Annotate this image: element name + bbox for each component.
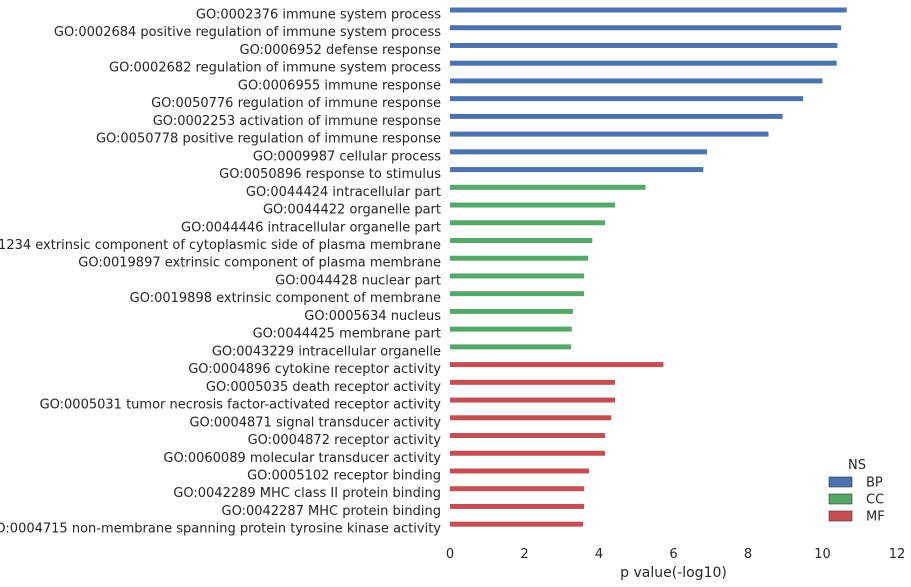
category-label-27: GO:0042289 MHC class II protein binding bbox=[173, 486, 441, 501]
category-label-21: GO:0005035 death receptor activity bbox=[206, 380, 441, 395]
bar-bp-3 bbox=[450, 60, 837, 66]
legend-swatch-cc bbox=[828, 493, 853, 505]
legend-title: NS bbox=[848, 458, 866, 473]
category-label-12: GO:0044446 intracellular organelle part bbox=[181, 220, 441, 235]
category-label-8: GO:0009987 cellular process bbox=[253, 149, 441, 164]
bar-mf-20 bbox=[450, 362, 664, 368]
category-label-11: GO:0044422 organelle part bbox=[263, 203, 441, 218]
category-label-5: GO:0050776 regulation of immune response bbox=[151, 96, 441, 111]
bar-mf-23 bbox=[450, 415, 612, 421]
category-label-20: GO:0004896 cytokine receptor activity bbox=[188, 362, 441, 377]
legend: NS BP CC MF bbox=[828, 458, 885, 525]
bar-mf-29 bbox=[450, 521, 583, 527]
category-label-19: GO:0043229 intracellular organelle bbox=[212, 344, 441, 359]
bar-mf-26 bbox=[450, 468, 589, 474]
category-label-18: GO:0044425 membrane part bbox=[253, 327, 441, 342]
bar-bp-7 bbox=[450, 131, 769, 137]
category-label-28: GO:0042287 MHC protein binding bbox=[222, 504, 442, 519]
bar-bp-1 bbox=[450, 25, 842, 31]
category-label-13: GO:0031234 extrinsic component of cytopl… bbox=[0, 238, 441, 253]
bar-cc-16 bbox=[450, 291, 585, 297]
category-label-2: GO:0006952 defense response bbox=[240, 43, 442, 58]
category-label-23: GO:0004871 signal transducer activity bbox=[189, 415, 441, 430]
bar-mf-24 bbox=[450, 433, 605, 439]
x-tick-label-8: 8 bbox=[744, 547, 752, 562]
bar-mf-21 bbox=[450, 379, 616, 385]
bar-bp-8 bbox=[450, 149, 708, 155]
category-label-3: GO:0002682 regulation of immune system p… bbox=[109, 61, 441, 76]
category-label-29: GO:0004715 non-membrane spanning protein… bbox=[0, 522, 441, 537]
category-label-17: GO:0005634 nucleus bbox=[304, 309, 441, 324]
bar-bp-5 bbox=[450, 96, 804, 102]
category-label-10: GO:0044424 intracellular part bbox=[246, 185, 441, 200]
bars-group bbox=[450, 7, 847, 527]
category-label-25: GO:0060089 molecular transducer activity bbox=[163, 451, 441, 466]
bar-cc-15 bbox=[450, 273, 585, 279]
x-tick-label-6: 6 bbox=[669, 547, 677, 562]
x-tick-label-10: 10 bbox=[814, 547, 831, 562]
category-label-1: GO:0002684 positive regulation of immune… bbox=[54, 25, 441, 40]
bar-cc-18 bbox=[450, 326, 572, 332]
x-tick-label-4: 4 bbox=[595, 547, 603, 562]
category-label-16: GO:0019898 extrinsic component of membra… bbox=[130, 291, 441, 306]
bar-cc-19 bbox=[450, 344, 572, 350]
category-label-9: GO:0050896 response to stimulus bbox=[219, 167, 441, 182]
category-label-24: GO:0004872 receptor activity bbox=[248, 433, 442, 448]
category-label-14: GO:0019897 extrinsic component of plasma… bbox=[78, 256, 441, 271]
category-label-4: GO:0006955 immune response bbox=[238, 78, 441, 93]
bar-bp-6 bbox=[450, 113, 783, 119]
bar-mf-27 bbox=[450, 486, 585, 492]
x-tick-label-12: 12 bbox=[889, 547, 906, 562]
bar-bp-4 bbox=[450, 78, 823, 84]
category-label-7: GO:0050778 positive regulation of immune… bbox=[96, 132, 441, 147]
bar-mf-25 bbox=[450, 450, 605, 456]
category-labels-group: GO:0002376 immune system process GO:00026… bbox=[0, 8, 441, 537]
bar-cc-14 bbox=[450, 255, 589, 261]
legend-swatch-bp bbox=[828, 476, 853, 488]
category-label-15: GO:0044428 nuclear part bbox=[275, 273, 441, 288]
bar-cc-17 bbox=[450, 308, 573, 314]
bar-bp-2 bbox=[450, 42, 838, 48]
x-tick-label-0: 0 bbox=[446, 547, 454, 562]
category-label-6: GO:0002253 activation of immune response bbox=[153, 114, 441, 129]
bar-mf-22 bbox=[450, 397, 616, 403]
bar-bp-0 bbox=[450, 7, 847, 13]
category-label-26: GO:0005102 receptor binding bbox=[247, 468, 441, 483]
bar-cc-11 bbox=[450, 202, 616, 208]
category-label-0: GO:0002376 immune system process bbox=[196, 8, 441, 23]
x-axis-ticks-group: 0 2 4 6 8 10 12 bbox=[446, 547, 905, 562]
x-axis-title: p value(-log10) bbox=[620, 565, 727, 581]
bar-bp-9 bbox=[450, 167, 704, 173]
legend-label-bp: BP bbox=[866, 476, 883, 491]
legend-label-cc: CC bbox=[866, 493, 884, 508]
bar-mf-28 bbox=[450, 503, 585, 509]
bar-cc-12 bbox=[450, 220, 605, 226]
category-label-22: GO:0005031 tumor necrosis factor-activat… bbox=[40, 398, 442, 413]
legend-swatch-mf bbox=[828, 510, 853, 522]
x-tick-label-2: 2 bbox=[520, 547, 528, 562]
bar-cc-13 bbox=[450, 237, 593, 243]
bar-cc-10 bbox=[450, 184, 646, 190]
legend-label-mf: MF bbox=[866, 510, 885, 525]
